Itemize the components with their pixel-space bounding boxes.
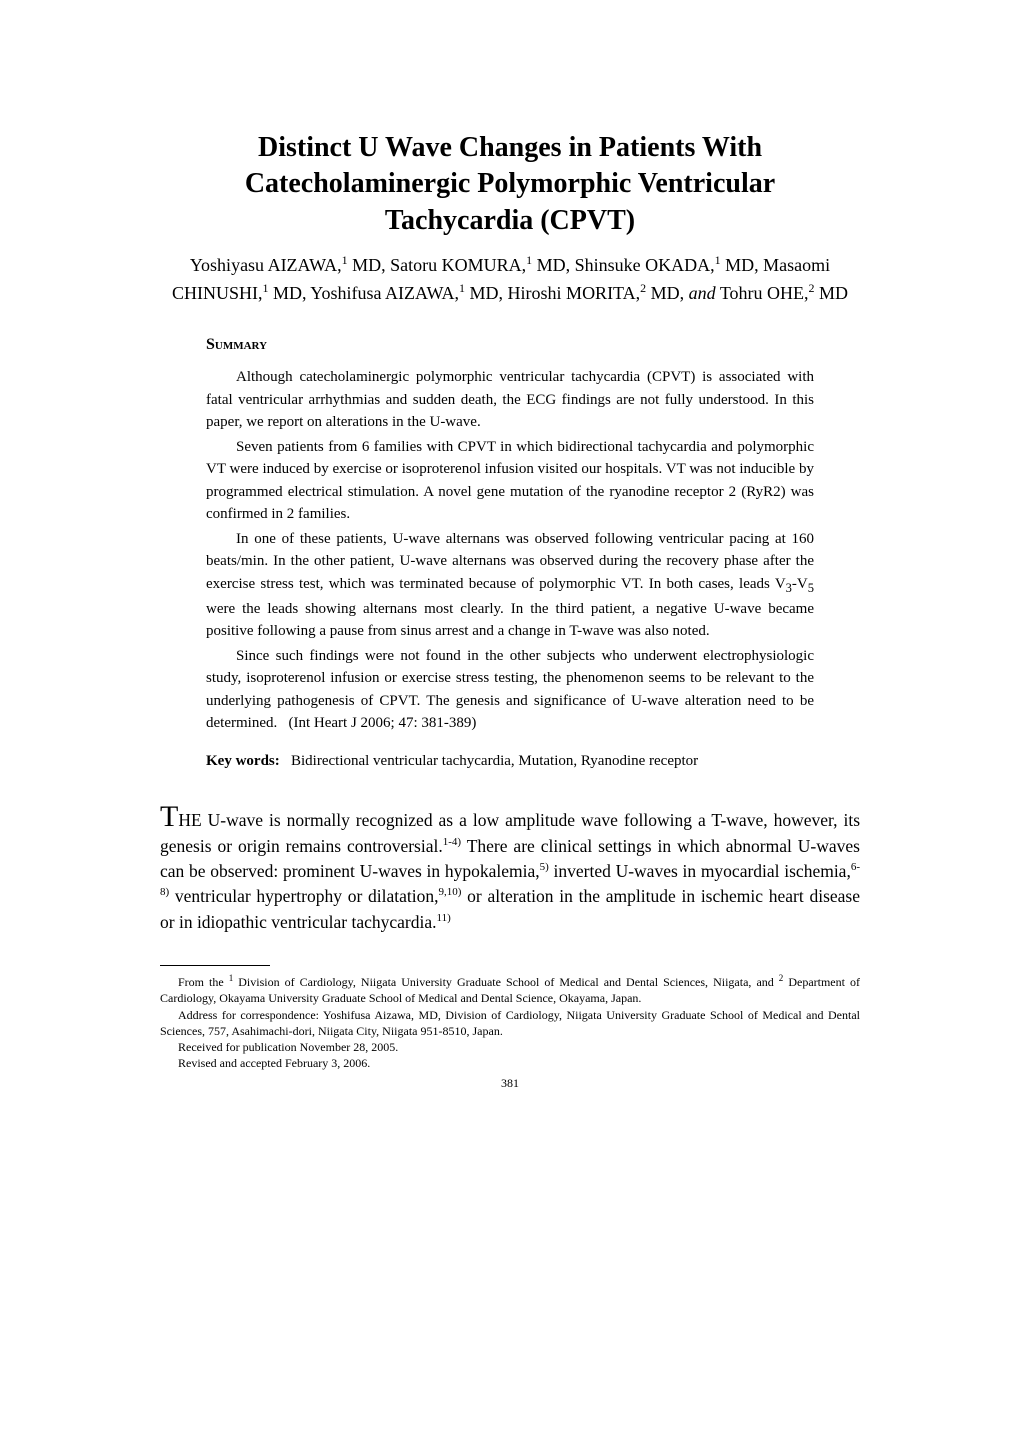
- footnote-affiliation: From the 1 Division of Cardiology, Niiga…: [160, 972, 860, 1006]
- journal-citation: (Int Heart J 2006; 47: 381-389): [288, 715, 476, 731]
- footnotes: From the 1 Division of Cardiology, Niiga…: [160, 972, 860, 1071]
- title-line-3: Tachycardia (CPVT): [160, 203, 860, 239]
- body-paragraph-1: THE U-wave is normally recognized as a l…: [160, 802, 860, 935]
- footnote-divider: [160, 965, 270, 966]
- page-number: 381: [160, 1075, 860, 1092]
- keywords: Key words: Bidirectional ventricular tac…: [206, 751, 814, 773]
- abstract-paragraph-2: Seven patients from 6 families with CPVT…: [206, 436, 814, 526]
- summary-heading: Summary: [206, 333, 860, 356]
- article-title: Distinct U Wave Changes in Patients With…: [160, 130, 860, 239]
- footnote-received: Received for publication November 28, 20…: [160, 1039, 860, 1055]
- keywords-text: Bidirectional ventricular tachycardia, M…: [291, 753, 698, 769]
- author-list: Yoshiyasu AIZAWA,1 MD, Satoru KOMURA,1 M…: [160, 251, 860, 307]
- keywords-label: Key words:: [206, 753, 280, 769]
- footnote-correspondence: Address for correspondence: Yoshifusa Ai…: [160, 1007, 860, 1039]
- title-line-2: Catecholaminergic Polymorphic Ventricula…: [160, 166, 860, 202]
- abstract-paragraph-4: Since such findings were not found in th…: [206, 645, 814, 735]
- abstract-paragraph-1: Although catecholaminergic polymorphic v…: [206, 366, 814, 434]
- title-line-1: Distinct U Wave Changes in Patients With: [160, 130, 860, 166]
- abstract: Although catecholaminergic polymorphic v…: [206, 366, 814, 734]
- footnote-revised: Revised and accepted February 3, 2006.: [160, 1055, 860, 1071]
- abstract-paragraph-3: In one of these patients, U-wave alterna…: [206, 528, 814, 643]
